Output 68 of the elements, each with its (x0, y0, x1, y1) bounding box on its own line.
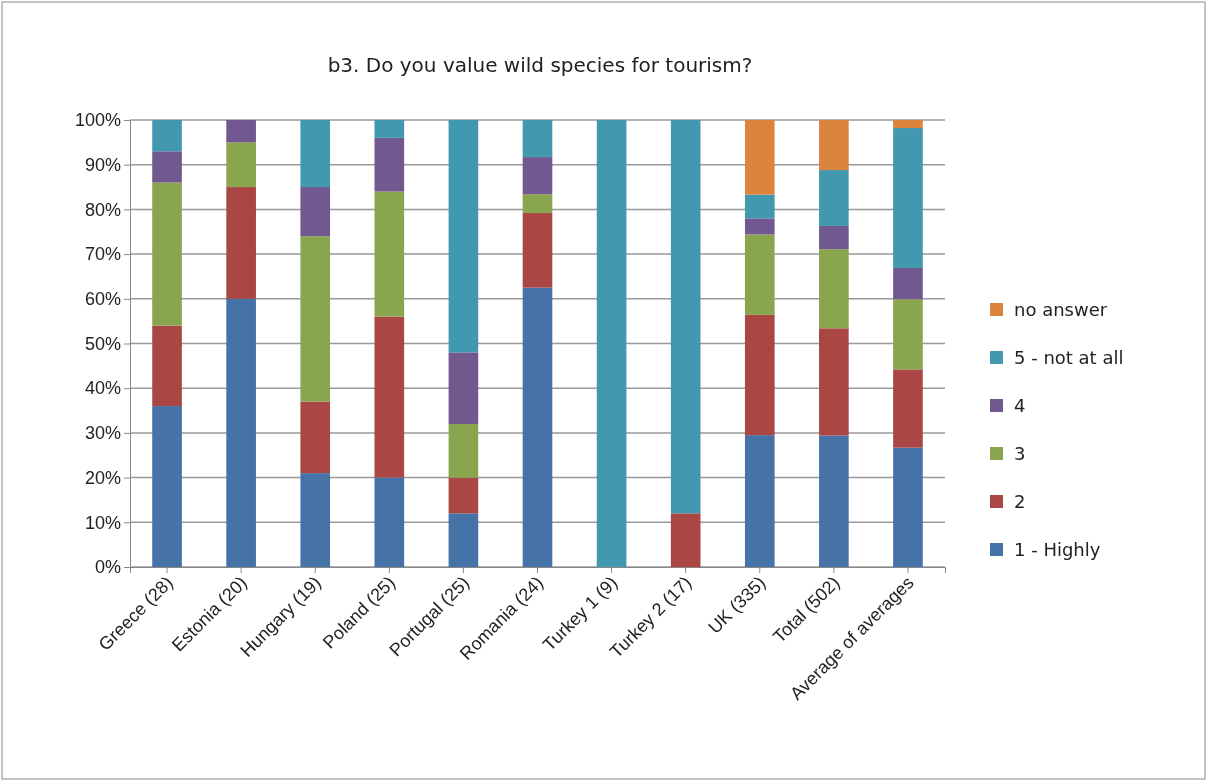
bar (300, 187, 331, 237)
legend-label: 5 - not at all (1014, 347, 1124, 369)
bar (670, 513, 701, 567)
bar (448, 352, 479, 424)
bar (522, 157, 553, 195)
bar (226, 298, 256, 567)
bar (448, 120, 479, 353)
bar (152, 120, 182, 152)
bar (893, 369, 923, 448)
y-tick-label: 100% (74, 110, 121, 131)
y-tick-label: 80% (84, 199, 121, 220)
bar (374, 120, 405, 138)
bar (522, 287, 553, 567)
y-tick-label: 50% (84, 333, 121, 354)
bar (152, 151, 182, 183)
bar (744, 194, 775, 219)
bar (819, 435, 849, 567)
bar (448, 477, 479, 514)
bar (152, 182, 182, 326)
y-tick-label: 10% (84, 512, 121, 533)
bar (448, 513, 479, 567)
legend-label: 1 - Highly (1014, 539, 1101, 561)
bar (226, 142, 256, 188)
bar (819, 328, 849, 436)
bar (152, 325, 182, 407)
bar (893, 128, 923, 268)
bar (744, 314, 775, 436)
y-tick-label: 60% (84, 289, 121, 310)
y-tick-label: 70% (84, 244, 121, 265)
bar (893, 267, 923, 300)
y-tick-label: 40% (84, 378, 121, 399)
bar (374, 191, 405, 317)
bar (448, 423, 479, 478)
bar (893, 120, 923, 129)
bar (522, 212, 553, 288)
bar (819, 249, 849, 329)
bar (522, 194, 553, 213)
bar (670, 120, 701, 514)
bar (819, 225, 849, 250)
y-tick-label: 90% (84, 154, 121, 175)
legend-label: no answer (1014, 299, 1108, 321)
legend-label: 2 (1014, 491, 1026, 513)
bar (300, 401, 331, 474)
bar (819, 120, 849, 171)
legend-label: 4 (1014, 395, 1026, 417)
y-tick-label: 20% (84, 467, 121, 488)
chart-title: b3. Do you value wild species for tourism? (327, 53, 753, 77)
bar (226, 187, 256, 299)
bar (744, 435, 775, 567)
bar (374, 137, 405, 192)
legend-label: 3 (1014, 443, 1026, 465)
bar (300, 120, 331, 188)
bar (744, 218, 775, 235)
bar (819, 170, 849, 226)
bar (522, 120, 553, 158)
bar (152, 406, 182, 567)
bar (744, 120, 775, 195)
y-tick-label: 0% (94, 557, 121, 578)
bar (596, 120, 627, 567)
y-tick-label: 30% (84, 423, 121, 444)
bar (893, 447, 923, 567)
bar (226, 120, 256, 143)
bar (374, 477, 405, 567)
bar (744, 234, 775, 315)
bar (300, 473, 331, 567)
bar (893, 299, 923, 370)
bar (300, 236, 331, 402)
bar (374, 316, 405, 478)
